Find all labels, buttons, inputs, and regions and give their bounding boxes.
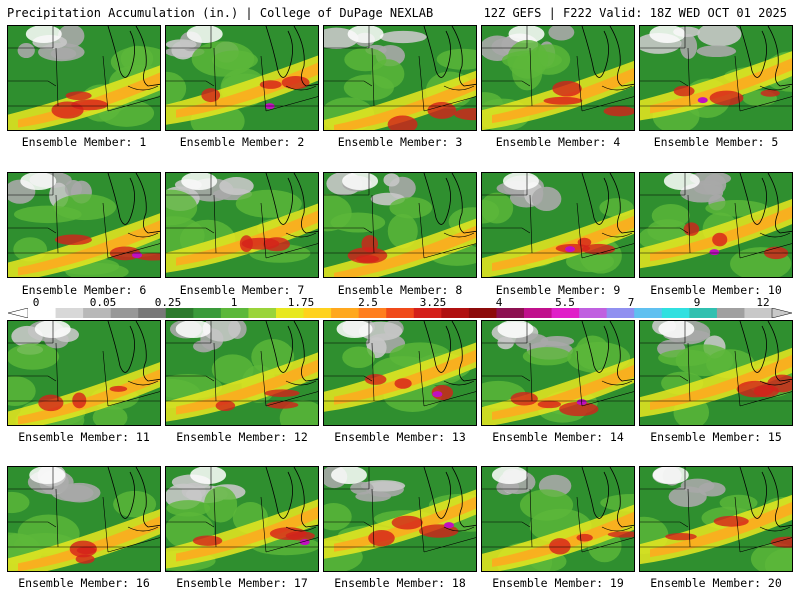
ensemble-member-label: Ensemble Member: 7 [179, 283, 305, 297]
colorbar-swatch [220, 308, 249, 318]
ensemble-map-panel [481, 172, 635, 278]
ensemble-map-panel [639, 172, 793, 278]
ensemble-map-panel [481, 25, 635, 131]
ensemble-member-label: Ensemble Member: 20 [650, 576, 782, 590]
colorbar-swatch [551, 308, 580, 318]
colorbar-swatch [28, 308, 57, 318]
ensemble-member-label: Ensemble Member: 12 [176, 430, 308, 444]
colorbar-swatch [386, 308, 415, 318]
colorbar-tick-label: 4 [495, 296, 503, 309]
ensemble-map-panel [639, 466, 793, 572]
ensemble-member-label: Ensemble Member: 18 [334, 576, 466, 590]
ensemble-map-panel [7, 172, 161, 278]
colorbar-tick-label: 3.25 [419, 296, 447, 309]
ensemble-member-label: Ensemble Member: 14 [492, 430, 624, 444]
ensemble-map-panel [323, 320, 477, 426]
colorbar-swatch [716, 308, 745, 318]
ensemble-member-label: Ensemble Member: 10 [650, 283, 782, 297]
ensemble-map-panel [165, 320, 319, 426]
colorbar-swatch [744, 308, 773, 318]
colorbar-swatch [303, 308, 332, 318]
colorbar-swatch [55, 308, 84, 318]
colorbar-swatch [165, 308, 194, 318]
colorbar-swatch [358, 308, 387, 318]
ensemble-member-label: Ensemble Member: 5 [653, 135, 779, 149]
ensemble-member-label: Ensemble Member: 17 [176, 576, 308, 590]
ensemble-map-panel [323, 466, 477, 572]
ensemble-member-label: Ensemble Member: 4 [495, 135, 621, 149]
colorbar-swatch [110, 308, 139, 318]
ensemble-member-label: Ensemble Member: 19 [492, 576, 624, 590]
colorbar-swatch [689, 308, 718, 318]
colorbar-swatch [276, 308, 305, 318]
colorbar-swatch [193, 308, 222, 318]
colorbar-swatch [138, 308, 167, 318]
colorbar-tick-label: 1 [230, 296, 238, 309]
ensemble-map-panel [7, 25, 161, 131]
colorbar-swatch [634, 308, 663, 318]
colorbar-min-arrow [8, 308, 29, 318]
ensemble-map-panel [481, 466, 635, 572]
ensemble-map-panel [7, 320, 161, 426]
ensemble-map-panel [323, 25, 477, 131]
ensemble-member-label: Ensemble Member: 9 [495, 283, 621, 297]
colorbar-swatch [661, 308, 690, 318]
ensemble-member-label: Ensemble Member: 16 [18, 576, 150, 590]
colorbar-swatch [331, 308, 360, 318]
ensemble-member-label: Ensemble Member: 2 [179, 135, 305, 149]
precip-colorbar [8, 308, 792, 318]
colorbar-tick-label: 2.5 [358, 296, 378, 309]
ensemble-map-panel [481, 320, 635, 426]
ensemble-map-panel [639, 25, 793, 131]
ensemble-member-label: Ensemble Member: 8 [337, 283, 463, 297]
colorbar-swatch [606, 308, 635, 318]
colorbar-tick-label: 7 [627, 296, 635, 309]
colorbar-swatch [248, 308, 277, 318]
colorbar-max-arrow [771, 308, 792, 318]
colorbar-tick-label: 1.75 [287, 296, 315, 309]
ensemble-member-label: Ensemble Member: 6 [21, 283, 147, 297]
ensemble-map-panel [323, 172, 477, 278]
colorbar-swatch [413, 308, 442, 318]
colorbar-swatch [579, 308, 608, 318]
colorbar-swatch [468, 308, 497, 318]
ensemble-member-label: Ensemble Member: 15 [650, 430, 782, 444]
ensemble-map-panel [7, 466, 161, 572]
colorbar-tick-label: 0.05 [89, 296, 117, 309]
ensemble-map-panel [165, 25, 319, 131]
colorbar-tick-label: 0 [32, 296, 40, 309]
ensemble-member-label: Ensemble Member: 13 [334, 430, 466, 444]
ensemble-member-label: Ensemble Member: 11 [18, 430, 150, 444]
colorbar-swatch [441, 308, 470, 318]
colorbar-swatch [83, 308, 112, 318]
colorbar-tick-label: 9 [693, 296, 701, 309]
ensemble-member-label: Ensemble Member: 1 [21, 135, 147, 149]
map-title: Precipitation Accumulation (in.) | Colle… [7, 6, 434, 20]
colorbar-tick-label: 12 [756, 296, 770, 309]
model-run-info: 12Z GEFS | F222 Valid: 18Z WED OCT 01 20… [483, 6, 787, 20]
ensemble-map-panel [165, 172, 319, 278]
colorbar-swatch [524, 308, 553, 318]
ensemble-map-panel [639, 320, 793, 426]
colorbar-tick-label: 5.5 [555, 296, 575, 309]
ensemble-map-panel [165, 466, 319, 572]
ensemble-member-label: Ensemble Member: 3 [337, 135, 463, 149]
colorbar-tick-label: 0.25 [154, 296, 182, 309]
colorbar-swatch [496, 308, 525, 318]
